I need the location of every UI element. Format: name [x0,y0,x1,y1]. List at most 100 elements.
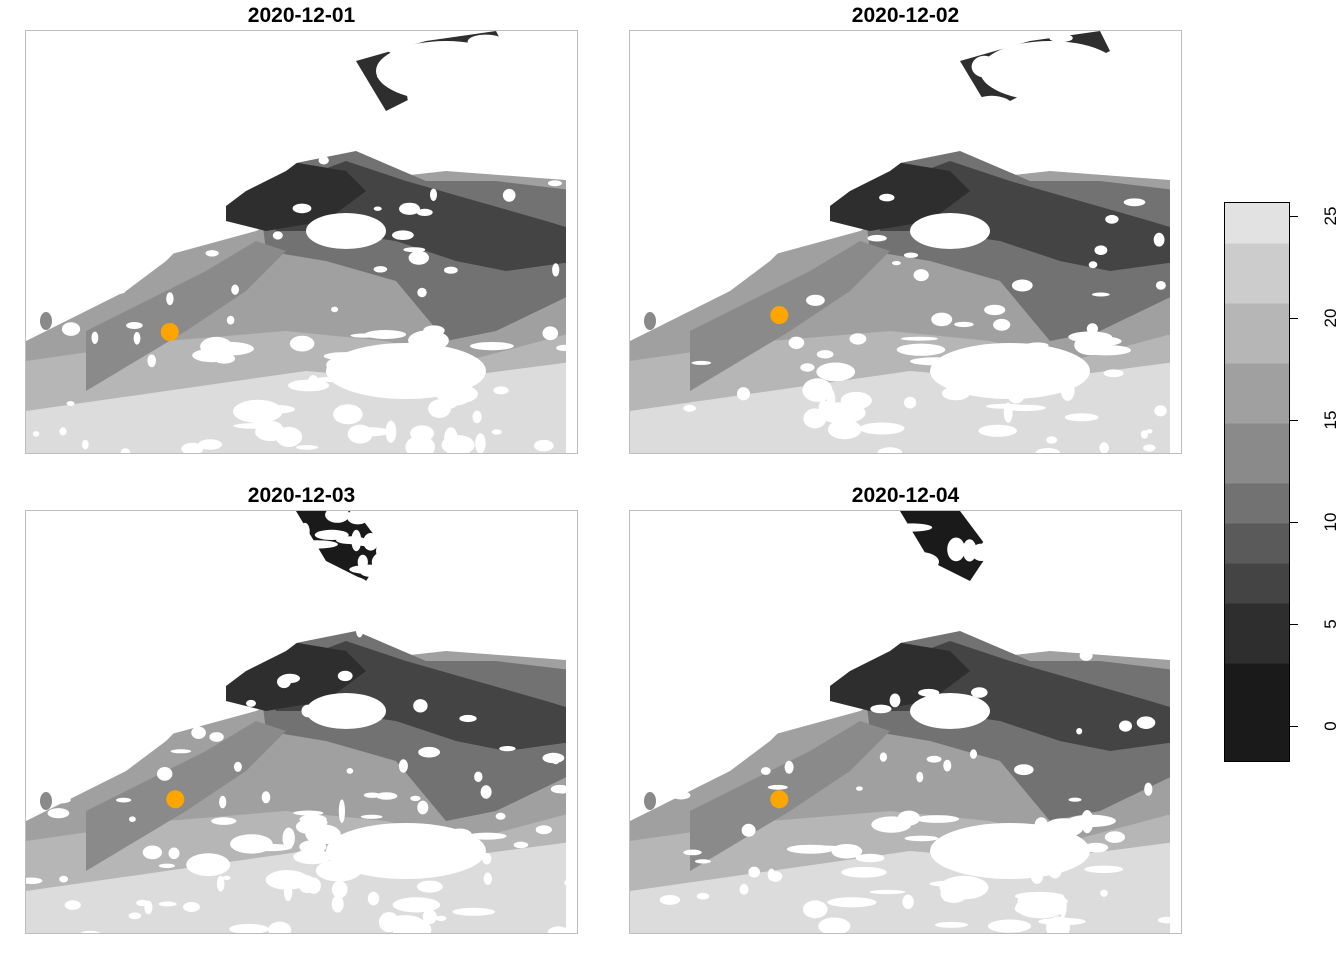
cloud-speckle [855,853,885,863]
cloud-speckle [347,511,369,525]
cloud-speckle [767,784,788,790]
cloud-speckle [48,535,81,560]
cloud-speckle [741,823,756,837]
legend-band-2 [1225,563,1289,604]
cloud-speckle [518,152,540,166]
cloud-speckle [683,618,698,643]
cloud-speckle [988,602,1008,611]
cloud-speckle [334,94,377,110]
cloud-speckle [813,66,844,80]
cloud-speckle [1064,413,1099,422]
cloud-speckle [256,404,295,414]
cloud-speckle [816,350,834,359]
cloud-speckle [374,580,393,589]
cloud-speckle [824,31,864,46]
cloud-speckle [1004,404,1046,412]
cloud-speckle [1043,897,1068,906]
cloud-speckle [916,771,924,783]
cloud-speckle [694,859,711,864]
cloud-speckle [816,362,856,382]
cloud-speckle [532,145,546,151]
cloud-speckle [360,40,406,51]
cloud-speckle [272,231,283,240]
cloud-speckle [1084,865,1124,873]
cloud-speckle [59,875,68,883]
cloud-speckle [157,767,173,781]
map-panel-4 [629,510,1182,934]
cloud-speckle [735,707,749,717]
cloud-speckle [170,749,192,754]
cloud-speckle [289,335,315,352]
cloud-speckle [265,870,309,890]
cloud-speckle [659,895,681,905]
cloud-speckle [207,125,244,145]
cloud-speckle [320,575,369,594]
cloud-patch [376,41,516,101]
cloud-speckle [897,65,920,78]
cloud-speckle [691,360,712,365]
cloud-speckle [737,387,750,401]
cloud-speckle [338,799,345,823]
cloud-speckle [205,250,219,257]
cloud-speckle [1046,436,1058,444]
cloud-speckle [925,127,953,149]
cloud-speckle [739,883,749,895]
cloud-speckle [331,880,348,899]
island [644,792,656,810]
cloud-speckle [440,595,450,607]
cloud-speckle [683,404,696,412]
cloud-speckle [1091,292,1110,297]
cloud-speckle [26,87,46,100]
legend-bands [1225,203,1289,761]
cloud-speckle [829,147,844,152]
cloud-speckle [384,523,391,530]
cloud-speckle [904,835,939,842]
cloud-speckle [952,598,978,609]
cloud-speckle [1081,810,1094,834]
cloud-speckle [286,551,308,564]
cloud-speckle [166,292,174,306]
cloud-speckle [475,433,486,453]
cloud-speckle [836,60,847,84]
cloud-speckle [869,889,906,895]
extent-margin [566,31,577,453]
cloud-speckle [876,106,907,116]
cloud-speckle [51,721,62,732]
cloud-speckle [945,126,992,136]
cloud-speckle [818,917,851,933]
cloud-speckle [800,363,815,372]
cloud-speckle [877,447,902,453]
cloud-speckle [495,812,506,820]
cloud-speckle [913,269,929,282]
cloud-speckle [216,875,225,892]
cloud-patch [980,41,1120,101]
cloud-speckle [392,897,441,913]
cloud-speckle [657,734,673,748]
raster-group-1 [26,31,577,453]
cloud-speckle [122,579,166,594]
cloud-speckle [318,156,329,165]
cloud-speckle [337,670,353,682]
island [644,312,656,330]
cloud-speckle [211,817,237,825]
legend-color-bar [1224,202,1290,762]
cloud-speckle [633,582,651,605]
cloud-speckle [346,768,354,774]
cloud-speckle [173,132,201,142]
cloud-speckle [878,535,904,544]
cloud-speckle [198,617,228,626]
cloud-speckle [1099,442,1109,453]
cloud-speckle [784,760,794,774]
cloud-speckle [802,378,833,402]
cloud-speckle [158,863,175,868]
cloud-speckle [513,841,529,849]
cloud-speckle [665,706,677,718]
cloud-speckle [688,39,702,56]
cloud-speckle [897,810,921,826]
legend-band-8 [1225,243,1289,304]
map-panel-3 [25,510,578,934]
cloud-speckle [295,445,319,450]
legend-label-15: 15 [1321,410,1340,430]
cloud-speckle [405,435,435,453]
cloud-speckle [100,613,150,632]
